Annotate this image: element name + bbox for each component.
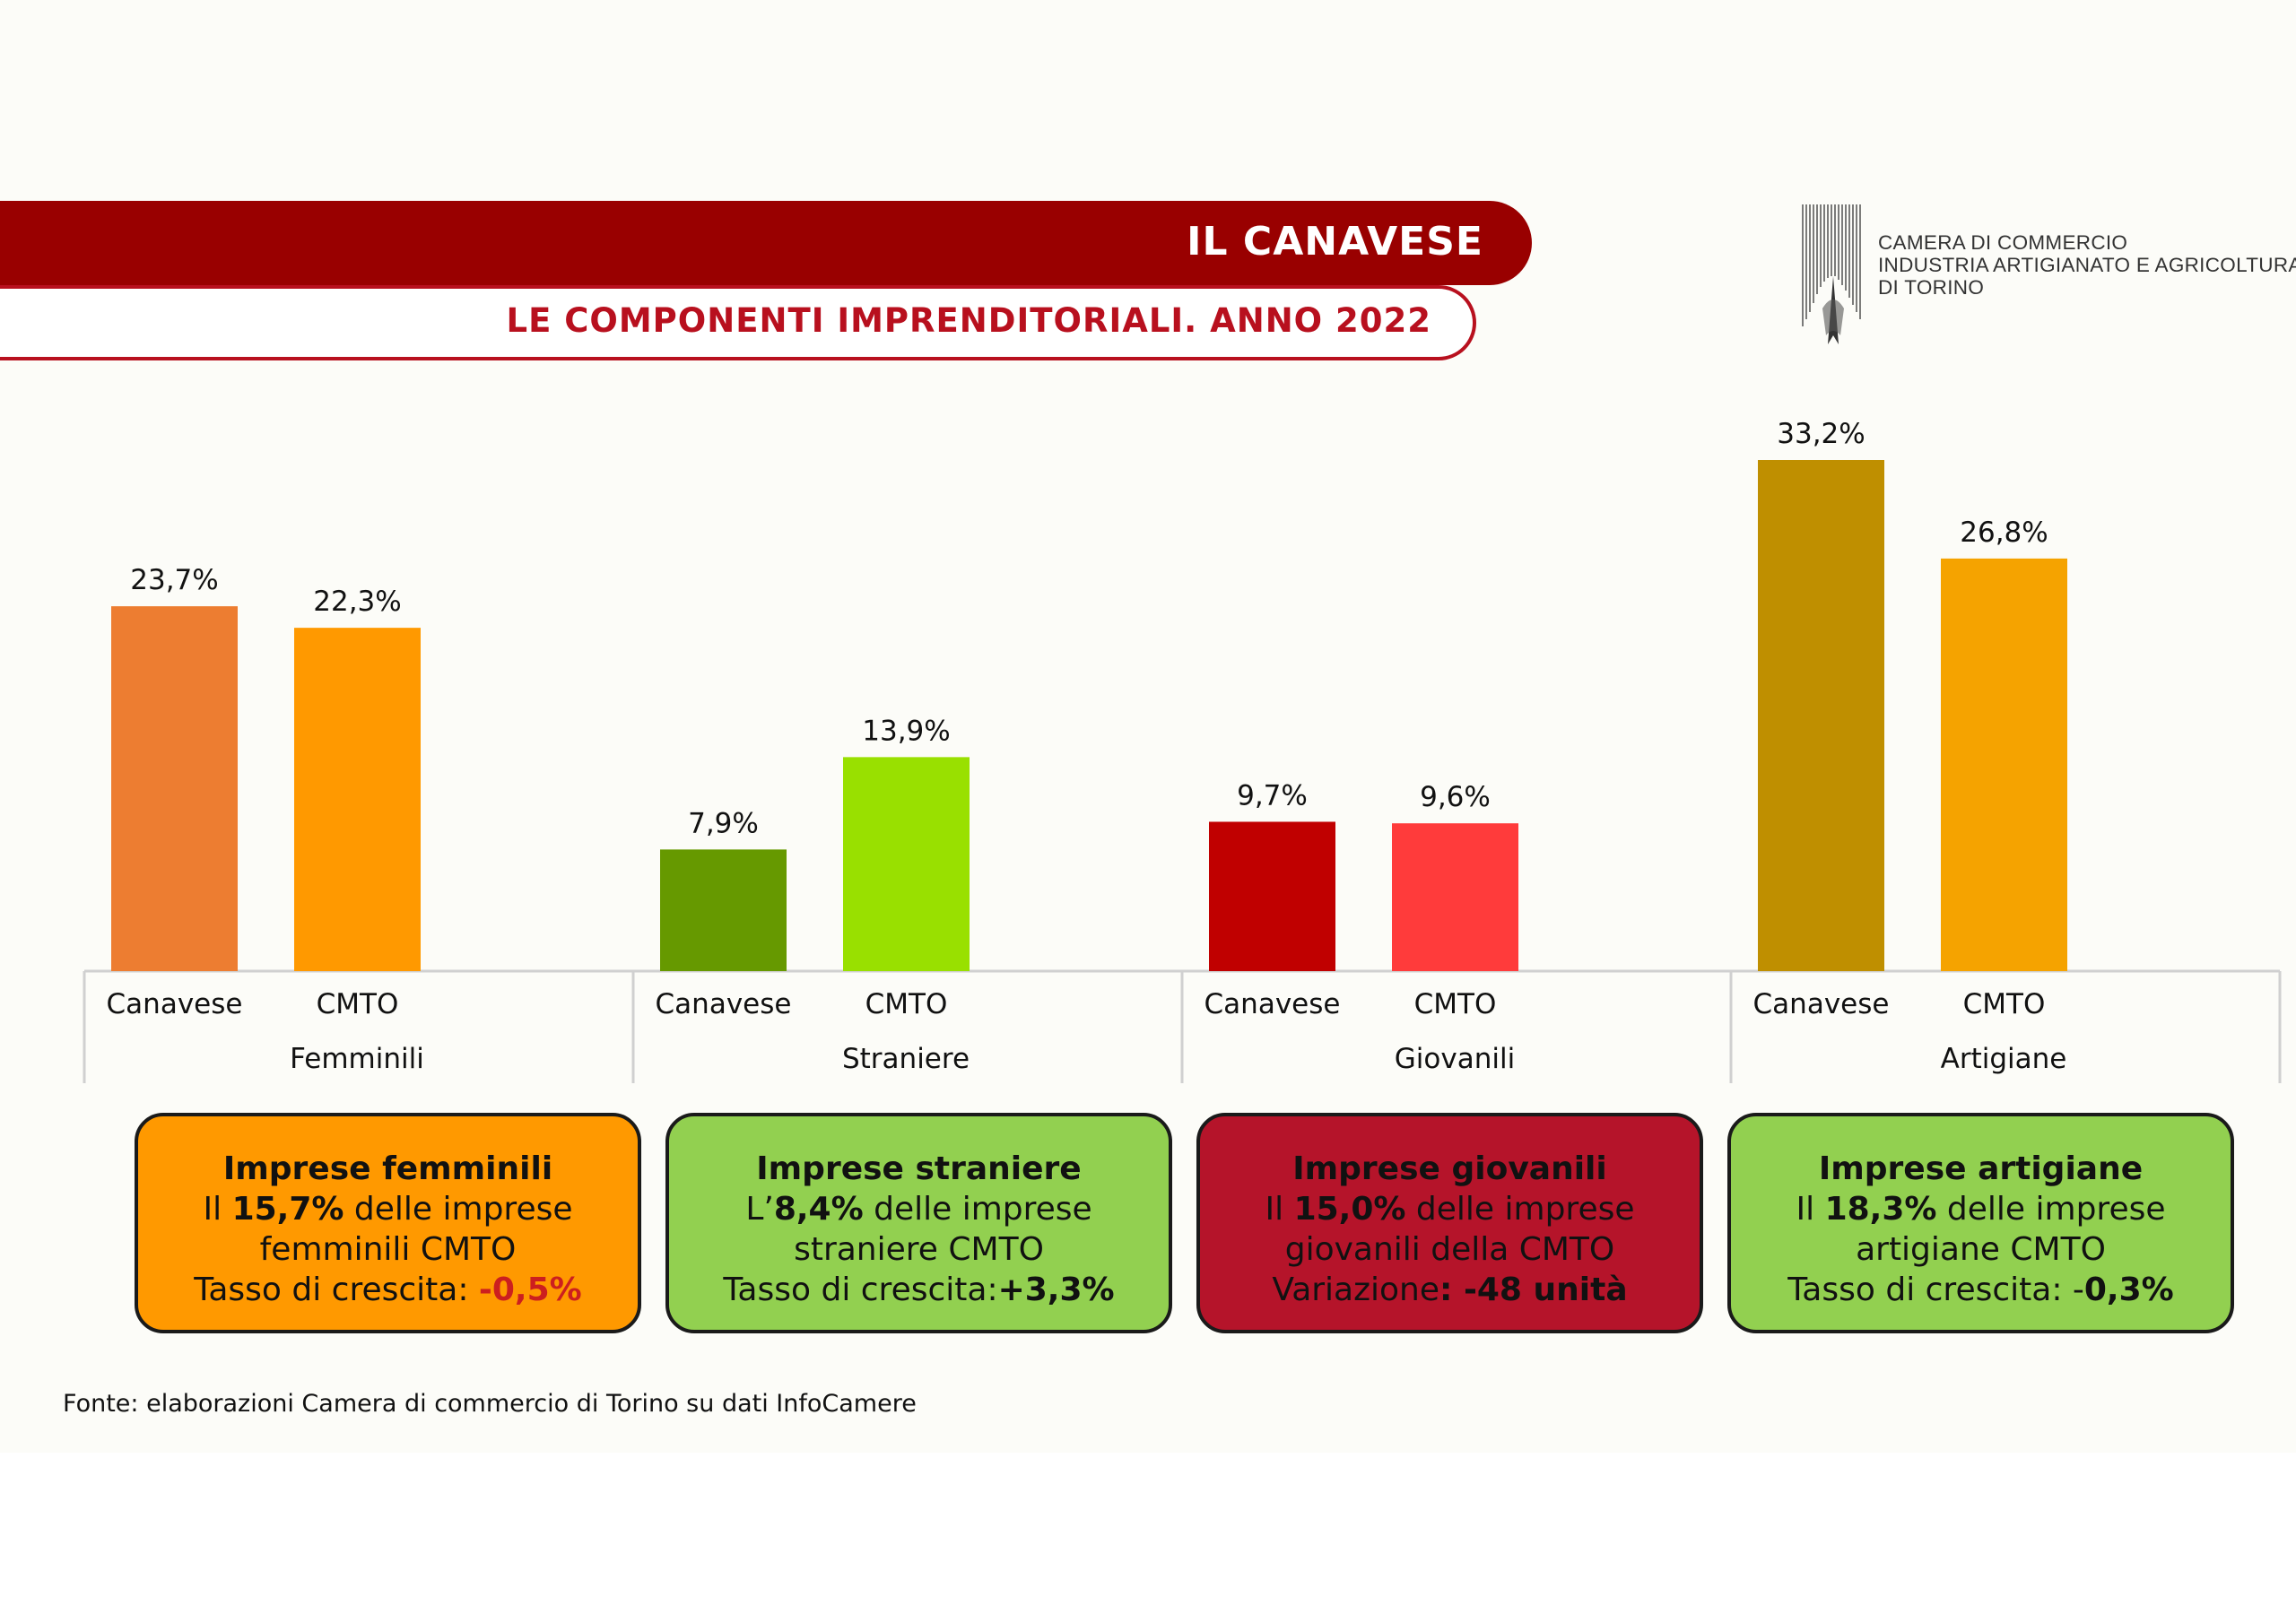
category-label: CMTO (865, 988, 948, 1020)
box-line1-value: 15,0% (1293, 1191, 1406, 1228)
box-line1-value: 18,3% (1824, 1191, 1937, 1228)
value-label: 33,2% (1777, 418, 1865, 450)
box-title: Imprese straniere (756, 1150, 1082, 1187)
value-label: 9,7% (1237, 779, 1308, 812)
category-label: CMTO (1414, 988, 1497, 1020)
chamber-logo-icon (1802, 204, 1861, 344)
category-label: Canavese (1753, 988, 1890, 1020)
box-line1-pre: Il (203, 1191, 232, 1228)
box-title: Imprese giovanili (1292, 1150, 1607, 1187)
box-line3-pre: Variazione (1272, 1271, 1440, 1308)
source-note: Fonte: elaborazioni Camera di commercio … (63, 1390, 917, 1418)
category-label: CMTO (317, 988, 399, 1020)
bar-femminili-canavese (111, 606, 238, 971)
bar-artigiane-cmto (1941, 558, 2067, 971)
subtitle-banner: LE COMPONENTI IMPRENDITORIALI. ANNO 2022 (0, 285, 1476, 360)
title-banner: IL CANAVESE (0, 201, 1532, 285)
box-line3-pre: Tasso di crescita: (194, 1271, 479, 1308)
logo-line-3: DI TORINO (1878, 276, 1985, 299)
group-label: Artigiane (1941, 1043, 2067, 1075)
logo-line-1: CAMERA DI COMMERCIO (1878, 231, 2128, 254)
box-line3-pre: Tasso di crescita: (723, 1271, 998, 1308)
box-line1-pre: L’ (745, 1191, 774, 1228)
box-line3-pre: Tasso di crescita: - (1787, 1271, 2084, 1308)
bar-femminili-cmto (294, 628, 421, 971)
summary-box-giovanili: Imprese giovanili Il 15,0% delle imprese… (1196, 1113, 1703, 1333)
box-line1-post: delle imprese (1405, 1191, 1635, 1228)
bar-artigiane-canavese (1758, 460, 1884, 971)
box-line1-post: delle imprese (863, 1191, 1092, 1228)
bar-chart: 23,7% Canavese 22,3% CMTO Femminili 7,9% Canav… (83, 418, 2282, 1083)
value-label: 23,7% (130, 564, 218, 596)
box-line2: femminili CMTO (259, 1231, 517, 1268)
page-subtitle: LE COMPONENTI IMPRENDITORIALI. ANNO 2022 (506, 301, 1431, 340)
bar-straniere-canavese (660, 849, 787, 971)
box-line1-value: 15,7% (231, 1191, 344, 1228)
box-title: Imprese femminili (222, 1150, 553, 1187)
value-label: 26,8% (1960, 516, 2048, 549)
category-label: Canavese (107, 988, 243, 1020)
value-label: 7,9% (688, 807, 759, 839)
value-label: 13,9% (862, 715, 950, 747)
box-line2: giovanili della CMTO (1284, 1231, 1615, 1268)
box-line3-value: +3,3% (997, 1271, 1115, 1308)
bar-giovanili-canavese (1209, 821, 1335, 971)
summary-box-artigiane: Imprese artigiane Il 18,3% delle imprese… (1727, 1113, 2234, 1333)
group-label: Femminili (290, 1043, 424, 1075)
box-line3-value: 0,3% (2083, 1271, 2174, 1308)
bar-straniere-cmto (843, 757, 970, 971)
summary-box-straniere: Imprese straniere L’8,4% delle imprese s… (665, 1113, 1172, 1333)
value-label: 22,3% (313, 586, 401, 618)
box-line1-post: delle imprese (344, 1191, 573, 1228)
summary-box-femminili: Imprese femminili Il 15,7% delle imprese… (135, 1113, 641, 1333)
bar-giovanili-cmto (1392, 823, 1518, 971)
logo-line-2: INDUSTRIA ARTIGIANATO E AGRICOLTURA (1878, 254, 2296, 276)
page-title: IL CANAVESE (1187, 219, 1483, 265)
box-line1-pre: Il (1265, 1191, 1294, 1228)
chamber-logo-text: CAMERA DI COMMERCIO INDUSTRIA ARTIGIANAT… (1878, 231, 2296, 299)
box-line1-post: delle imprese (1936, 1191, 2166, 1228)
category-label: Canavese (656, 988, 792, 1020)
box-line1-pre: Il (1796, 1191, 1825, 1228)
box-line1-value: 8,4% (773, 1191, 864, 1228)
box-line2: straniere CMTO (794, 1231, 1044, 1268)
box-line3-value: -0,5% (478, 1271, 582, 1308)
group-label: Straniere (842, 1043, 970, 1075)
box-line2: artigiane CMTO (1856, 1231, 2106, 1268)
box-title: Imprese artigiane (1818, 1150, 2144, 1187)
group-label: Giovanili (1395, 1043, 1515, 1075)
value-label: 9,6% (1420, 781, 1491, 813)
category-label: CMTO (1963, 988, 2046, 1020)
box-line3-value: : -48 unità (1439, 1271, 1628, 1308)
category-label: Canavese (1205, 988, 1341, 1020)
